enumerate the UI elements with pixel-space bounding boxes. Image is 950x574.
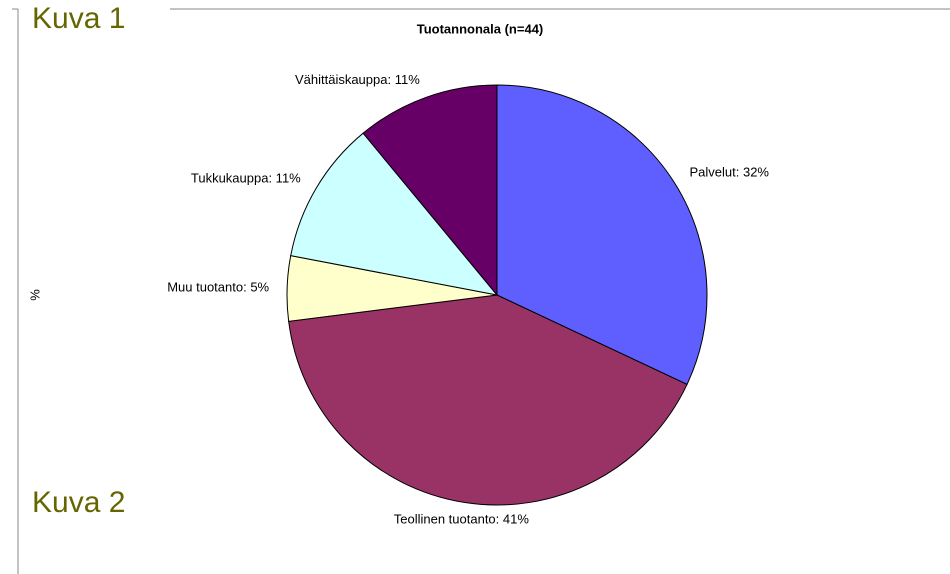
data-label: Vähittäiskauppa: 11% [295,72,420,87]
pie-slice [290,132,499,296]
pie-slice [288,294,688,506]
data-label: Muu tuotanto: 5% [167,279,269,294]
data-label: Teollinen tuotanto: 41% [394,512,530,527]
data-label: Palvelut: 32% [690,164,770,179]
pie-slice [362,84,498,297]
pie-slice [496,84,708,386]
slide-label: Kuva 2 [32,486,125,519]
chart-title: Tuotannonala (n=44) [417,21,544,36]
y-axis-label: % [27,289,42,301]
data-label: Tukkukauppa: 11% [191,170,301,185]
slide-label: Kuva 1 [32,2,125,35]
